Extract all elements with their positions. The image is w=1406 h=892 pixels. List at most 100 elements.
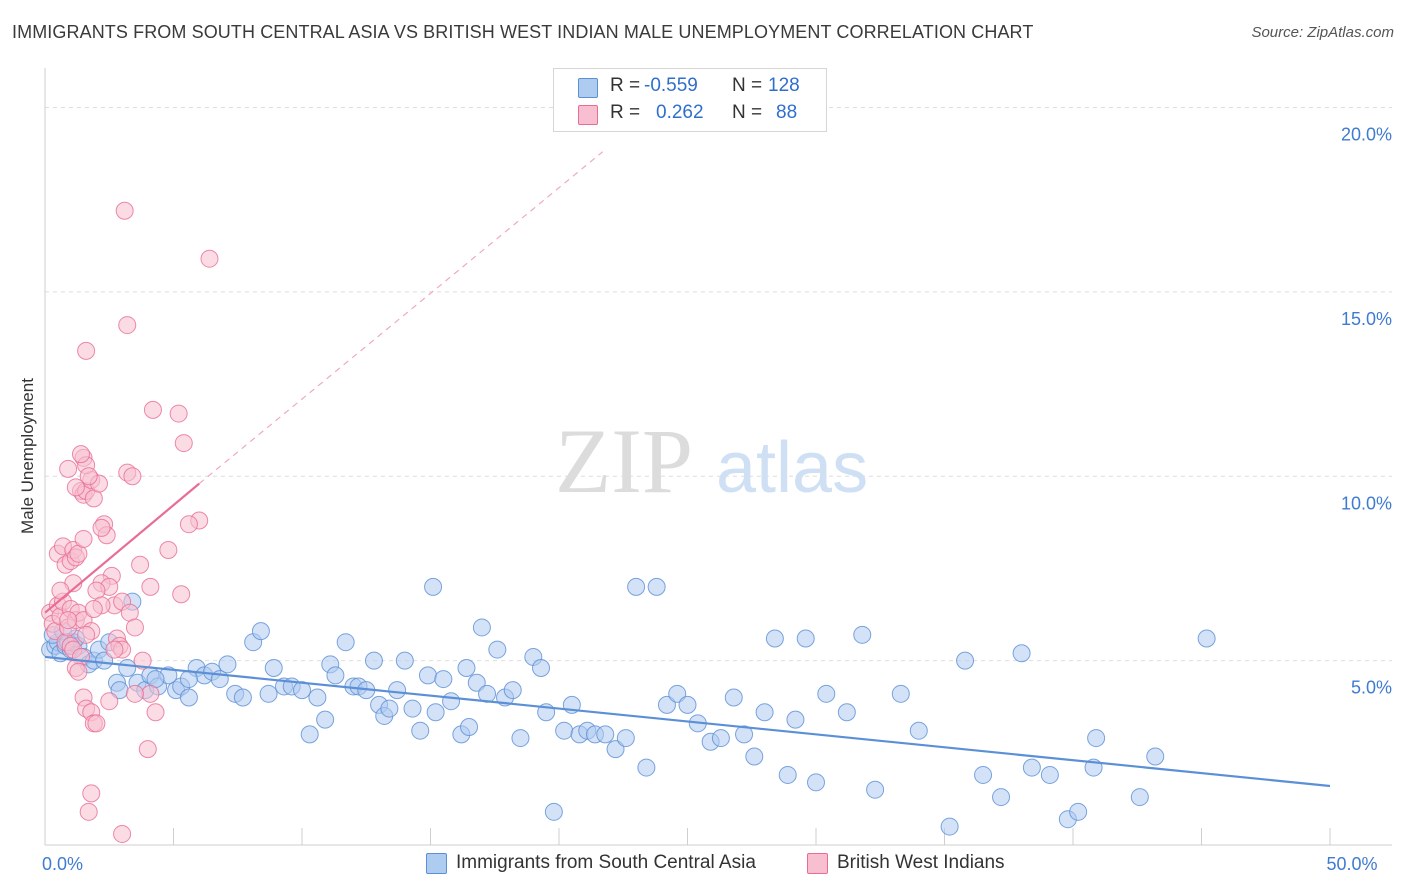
y-tick-label: 5.0% (1351, 678, 1392, 698)
point-south-central-asia (668, 684, 687, 703)
series-name: British West Indians (837, 852, 1005, 873)
point-south-central-asia (293, 681, 311, 700)
watermark-atlas: atlas (716, 428, 868, 508)
point-british-west-indians (87, 714, 106, 733)
point-british-west-indians (115, 201, 134, 220)
point-south-central-asia (179, 688, 198, 707)
point-south-central-asia (627, 577, 646, 596)
y-tick-label: 15.0% (1341, 309, 1392, 329)
point-south-central-asia (616, 729, 635, 748)
point-south-central-asia (364, 651, 383, 670)
point-south-central-asia (380, 699, 399, 718)
point-south-central-asia (778, 765, 797, 784)
trend-lines (44, 151, 1331, 788)
point-south-central-asia (179, 670, 198, 689)
point-british-west-indians (141, 684, 160, 703)
legend-swatch (578, 78, 598, 98)
point-british-west-indians (84, 600, 103, 618)
point-british-west-indians (118, 316, 137, 335)
point-south-central-asia (442, 692, 461, 711)
point-british-west-indians (79, 802, 98, 821)
n-value: 88 (776, 102, 798, 123)
point-south-central-asia (411, 721, 430, 740)
point-south-central-asia (555, 721, 574, 740)
point-south-central-asia (940, 817, 959, 836)
point-british-west-indians (113, 824, 132, 843)
point-south-central-asia (817, 684, 836, 703)
point-south-central-asia (503, 681, 522, 700)
point-south-central-asia (316, 710, 335, 729)
series-name: Immigrants from South Central Asia (456, 852, 756, 873)
point-south-central-asia (891, 684, 910, 703)
point-british-west-indians (77, 341, 96, 360)
point-british-west-indians (146, 703, 165, 722)
point-south-central-asia (218, 655, 237, 674)
point-south-central-asia (1087, 729, 1106, 748)
point-british-west-indians (131, 555, 150, 574)
point-south-central-asia (118, 659, 137, 677)
point-south-central-asia (532, 659, 551, 677)
point-south-central-asia (1040, 765, 1059, 784)
point-south-central-asia (1146, 747, 1165, 766)
y-axis-label: Male Unemployment (18, 378, 37, 534)
tick-labels: 5.0% 10.0% 15.0% 20.0% 0.0% 50.0% (42, 125, 1392, 875)
point-south-central-asia (544, 802, 563, 821)
point-south-central-asia (992, 788, 1011, 807)
point-british-west-indians (59, 459, 78, 478)
point-south-central-asia (1069, 802, 1088, 821)
data-points (41, 201, 1216, 843)
point-south-central-asia (264, 659, 283, 677)
point-south-central-asia (395, 651, 414, 670)
point-south-central-asia (596, 725, 615, 744)
point-south-central-asia (637, 758, 656, 777)
point-south-central-asia (974, 765, 993, 784)
point-south-central-asia (724, 688, 743, 707)
point-british-west-indians (172, 585, 191, 604)
point-south-central-asia (488, 640, 507, 659)
n-label: N = (732, 75, 763, 96)
point-british-west-indians (105, 640, 124, 659)
point-south-central-asia (745, 747, 764, 766)
point-south-central-asia (1130, 788, 1149, 807)
point-south-central-asia (95, 651, 114, 670)
point-south-central-asia (837, 703, 856, 722)
legend-swatch (426, 853, 447, 874)
point-south-central-asia (765, 629, 784, 648)
point-south-central-asia (1012, 644, 1031, 663)
point-south-central-asia (657, 695, 676, 714)
point-south-central-asia (434, 670, 453, 689)
y-tick-label: 10.0% (1341, 493, 1392, 513)
point-british-west-indians (141, 577, 160, 596)
point-british-west-indians (92, 518, 111, 537)
point-british-west-indians (66, 478, 85, 497)
point-british-west-indians (82, 784, 101, 803)
point-south-central-asia (807, 773, 825, 792)
point-south-central-asia (251, 622, 270, 641)
r-label: R = (610, 75, 641, 96)
point-british-west-indians (51, 581, 70, 600)
point-south-central-asia (1022, 758, 1041, 777)
point-british-west-indians (77, 625, 96, 644)
trend-british-west-indians (44, 482, 200, 614)
point-south-central-asia (909, 721, 928, 740)
point-south-central-asia (403, 699, 422, 718)
point-south-central-asia (426, 703, 445, 722)
axes (44, 68, 1392, 846)
point-south-central-asia (233, 688, 252, 707)
r-label: R = (610, 102, 641, 123)
point-british-west-indians (74, 529, 93, 548)
point-south-central-asia (647, 577, 666, 596)
r-value: 0.262 (656, 102, 704, 123)
point-british-west-indians (174, 434, 193, 453)
point-british-west-indians (200, 249, 219, 268)
trend-south-central-asia (44, 655, 1331, 788)
n-value: 128 (768, 75, 800, 96)
trend-british-west-indians-extension (198, 151, 604, 485)
point-british-west-indians (179, 515, 198, 534)
source-label: Source: ZipAtlas.com (1251, 24, 1394, 41)
point-south-central-asia (866, 780, 885, 799)
point-south-central-asia (711, 729, 730, 748)
point-south-central-asia (326, 666, 345, 685)
point-south-central-asia (735, 725, 754, 744)
